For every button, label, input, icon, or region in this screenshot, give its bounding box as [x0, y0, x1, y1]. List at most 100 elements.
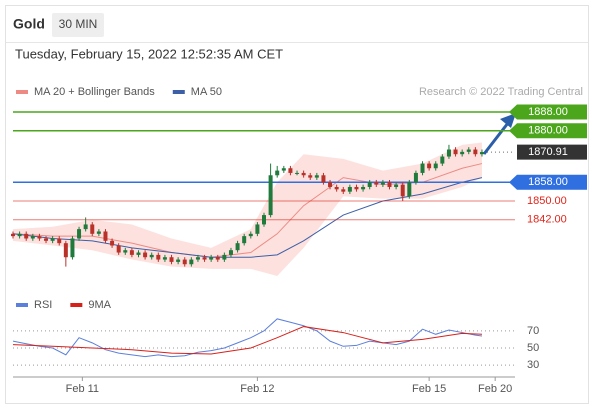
legend-swatch	[16, 303, 28, 307]
candle-body	[255, 224, 260, 234]
level-label: 1888.00	[528, 106, 568, 118]
candle-body	[354, 186, 359, 190]
candle-body	[228, 250, 233, 255]
candle-body	[413, 172, 418, 183]
candle-body	[242, 236, 247, 244]
candle-body	[83, 224, 88, 230]
candle-body	[44, 238, 49, 241]
x-tick-label: Feb 20	[478, 383, 512, 395]
candle-body	[420, 163, 425, 173]
candle-body	[295, 172, 300, 174]
indicator-line	[12, 326, 482, 355]
candle-body	[479, 152, 484, 155]
candle-body	[70, 238, 75, 258]
candle-body	[110, 240, 115, 246]
candle-body	[314, 175, 319, 178]
candle-body	[321, 175, 326, 183]
candle-body	[334, 186, 339, 190]
legend-label: RSI	[34, 299, 52, 311]
candle-body	[176, 259, 181, 262]
candle-body	[407, 182, 412, 197]
level-label: 1842.00	[527, 214, 567, 226]
candle-body	[268, 175, 273, 216]
candle-body	[123, 250, 128, 253]
candle-body	[341, 189, 346, 192]
x-tick-label: Feb 12	[240, 383, 274, 395]
candle-body	[248, 233, 253, 237]
candle-body	[380, 182, 385, 185]
candle-body	[288, 168, 293, 173]
y-tick-label: 70	[527, 325, 539, 337]
level-tag	[509, 123, 587, 139]
level-label: 1880.00	[528, 125, 568, 137]
candle-body	[17, 233, 22, 237]
candle-body	[466, 149, 471, 152]
candle-body	[281, 168, 286, 171]
candle-body	[209, 257, 214, 260]
legend-swatch	[70, 303, 83, 307]
candle-body	[162, 257, 167, 260]
timeframe-box	[52, 13, 104, 37]
candle-body	[400, 184, 405, 197]
candle-body	[433, 163, 438, 169]
legend-label: 9MA	[88, 299, 111, 311]
candle-body	[446, 149, 451, 157]
candle-body	[11, 233, 15, 237]
level-tag	[509, 174, 587, 190]
level-tag	[509, 104, 587, 120]
candle-body	[347, 186, 352, 192]
candle-body	[202, 257, 207, 260]
candle-body	[235, 243, 240, 251]
level-label: 1858.00	[528, 176, 568, 188]
candle-body	[182, 259, 187, 265]
credit: Research © 2022 Trading Central	[419, 86, 583, 98]
level-tag	[517, 144, 587, 160]
candle-body	[387, 182, 392, 187]
level-label: 1870.91	[528, 146, 568, 158]
candle-body	[169, 257, 174, 262]
candle-body	[367, 182, 372, 187]
candle-body	[440, 156, 445, 164]
candle-body	[37, 236, 42, 239]
candle-body	[90, 224, 95, 234]
candle-body	[275, 170, 280, 176]
legend-swatch	[172, 90, 185, 94]
candle-body	[149, 254, 154, 258]
candle-body	[215, 257, 220, 260]
candle-body	[460, 151, 465, 155]
legend-label: MA 20 + Bollinger Bands	[34, 86, 155, 98]
candle-body	[103, 231, 108, 241]
forecast-arrow-head	[500, 113, 516, 128]
candle-body	[24, 233, 29, 239]
candle-body	[77, 229, 82, 239]
candle-body	[374, 182, 379, 185]
candle-body	[96, 231, 101, 234]
candle-body	[328, 182, 333, 187]
timeframe: 30 MIN	[59, 17, 98, 31]
candle-body	[301, 172, 306, 176]
forecast-arrow	[482, 122, 510, 155]
candle-body	[308, 175, 313, 178]
legend-label: MA 50	[191, 86, 222, 98]
subtitle: Tuesday, February 15, 2022 12:52:35 AM C…	[15, 46, 283, 61]
candle-body	[473, 149, 478, 155]
ma-line	[12, 177, 483, 258]
candle-body	[262, 215, 266, 225]
level-label: 1850.00	[527, 195, 567, 207]
y-tick-label: 30	[527, 359, 539, 371]
candle-body	[361, 186, 366, 190]
candle-body	[30, 236, 35, 239]
candle-body	[453, 149, 458, 155]
candle-body	[57, 238, 62, 244]
candle-body	[116, 245, 121, 253]
indicator-line	[12, 318, 483, 358]
chart-title: Gold	[13, 16, 45, 32]
y-tick-label: 50	[527, 342, 539, 354]
x-tick-label: Feb 15	[412, 383, 446, 395]
candle-body	[63, 243, 68, 258]
candle-body	[156, 254, 161, 260]
candle-body	[427, 163, 432, 169]
candle-body	[222, 254, 227, 260]
x-tick-label: Feb 11	[66, 383, 99, 395]
